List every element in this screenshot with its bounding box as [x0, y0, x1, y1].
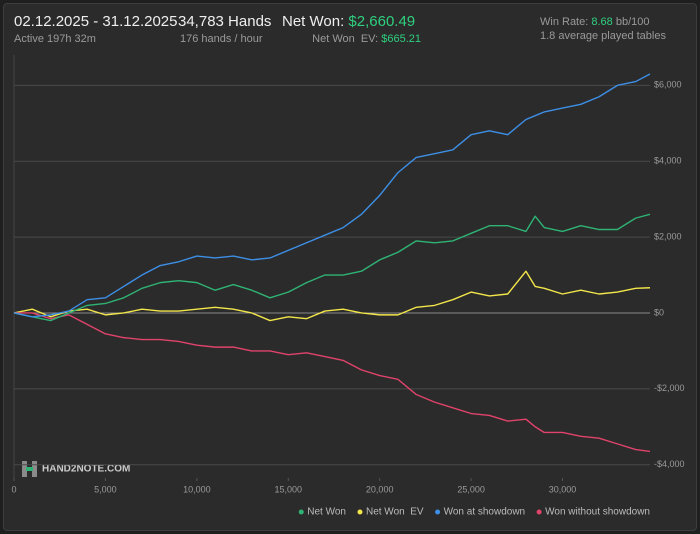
- win-rate-value: 8.68: [591, 16, 613, 28]
- legend-label: Net Won: [307, 507, 346, 518]
- win-rate-unit: bb/100: [615, 16, 650, 28]
- legend-swatch: [298, 509, 304, 515]
- win-rate-label: Win Rate:: [540, 16, 589, 28]
- y-tick-label: $4,000: [654, 156, 682, 166]
- logo-icon: [32, 461, 37, 477]
- net-won-value: $2,660.49: [348, 13, 416, 30]
- x-tick-label: 20,000: [366, 484, 394, 494]
- hands: 34,783 Hands: [178, 13, 272, 30]
- legend-swatch: [357, 509, 363, 515]
- net-won-ev-label: Net Won EV:: [312, 33, 379, 45]
- y-tick-label: -$2,000: [654, 383, 685, 393]
- watermark: HAND2NOTE.COM: [42, 464, 130, 475]
- legend-label: Won at showdown: [444, 507, 526, 518]
- logo-icon: [22, 461, 27, 477]
- date-range: 02.12.2025 - 31.12.2025: [14, 13, 178, 30]
- hands-per-hour: 176 hands / hour: [180, 33, 263, 45]
- active-time: Active 197h 32m: [14, 33, 96, 45]
- legend-swatch: [435, 509, 441, 515]
- legend-label: Won without showdown: [545, 507, 650, 518]
- y-tick-label: -$4,000: [654, 459, 685, 469]
- y-tick-label: $2,000: [654, 231, 682, 241]
- x-tick-label: 30,000: [549, 484, 577, 494]
- y-tick-label: $6,000: [654, 80, 682, 90]
- series-line: [13, 73, 651, 318]
- net-won-ev-row: Net Won EV: $665.21: [312, 33, 421, 45]
- net-won-ev-value: $665.21: [381, 33, 421, 45]
- legend-swatch: [536, 509, 542, 515]
- x-tick-label: 0: [11, 484, 16, 494]
- x-tick-label: 15,000: [275, 484, 303, 494]
- x-tick-label: 10,000: [183, 484, 211, 494]
- panel: [3, 3, 697, 531]
- logo-icon: [26, 467, 33, 471]
- series-line: [13, 270, 651, 322]
- net-won-label: Net Won:: [282, 13, 345, 30]
- y-tick-label: $0: [654, 307, 664, 317]
- legend-label: Net Won EV: [366, 507, 424, 518]
- net-won-row: Net Won: $2,660.49: [282, 13, 415, 30]
- series-line: [14, 312, 651, 453]
- win-rate-row: Win Rate: 8.68 bb/100: [540, 16, 650, 28]
- tables: 1.8 average played tables: [540, 30, 666, 42]
- x-tick-label: 5,000: [94, 484, 117, 494]
- series-line: [13, 213, 651, 322]
- x-tick-label: 25,000: [457, 484, 485, 494]
